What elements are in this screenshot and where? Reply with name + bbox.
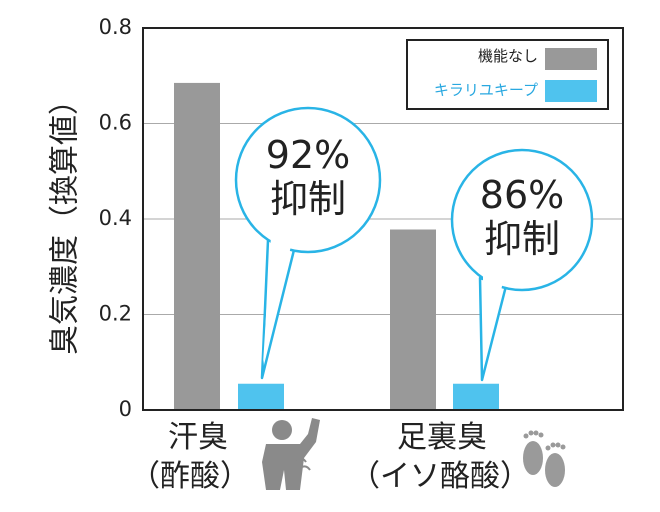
callout-1-percent: 86% (480, 173, 564, 217)
category-1-line2: （イソ酪酸） (350, 459, 530, 494)
legend: 機能なし キラリユキープ (406, 39, 609, 110)
category-label-1: 足裏臭 （イソ酪酸） (350, 420, 530, 494)
callout-0-pointer-fill (263, 236, 291, 364)
callout-1-label: 抑制 (484, 217, 560, 261)
callout-0: 92%抑制 (234, 106, 382, 380)
y-tick-label-4: 0.8 (99, 15, 132, 39)
bar-series-0-cat-0 (174, 82, 220, 410)
bar-series-1-cat-0 (238, 383, 284, 410)
callout-0-percent: 92% (266, 133, 350, 177)
y-tick-label-3: 0.6 (99, 111, 132, 135)
plot-frame (142, 27, 624, 411)
footprints-icon (523, 430, 566, 487)
legend-label-series-1: キラリユキープ (434, 81, 538, 99)
y-tick-label-2: 0.4 (99, 206, 132, 230)
callout-0-label: 抑制 (270, 177, 346, 221)
legend-swatch-series-0 (545, 48, 597, 70)
category-0-line2: （酢酸） (130, 459, 250, 494)
callouts: 92%抑制 86%抑制 (234, 106, 594, 382)
y-tick-label-1: 0.2 (99, 302, 132, 326)
y-tick-label-0: 0 (119, 397, 132, 421)
callout-1-pointer-fill (483, 274, 503, 366)
y-tick-labels: 0 0.2 0.4 0.6 0.8 (99, 15, 132, 421)
bar-series-0-cat-1 (390, 229, 436, 410)
callout-0-bubble (234, 106, 382, 254)
sweating-person-icon (262, 418, 320, 490)
callout-1: 86%抑制 (450, 148, 594, 382)
category-0-line1: 汗臭 (168, 420, 228, 455)
callout-1-bubble (450, 148, 594, 292)
bars (174, 82, 499, 410)
y-axis-label: 臭気濃度（換算値） (48, 85, 83, 355)
legend-swatch-series-1 (545, 80, 597, 102)
bar-series-1-cat-1 (453, 383, 499, 410)
category-1-line1: 足裏臭 (397, 420, 487, 455)
legend-label-series-0: 機能なし (478, 47, 538, 65)
category-label-0: 汗臭 （酢酸） (130, 420, 250, 494)
